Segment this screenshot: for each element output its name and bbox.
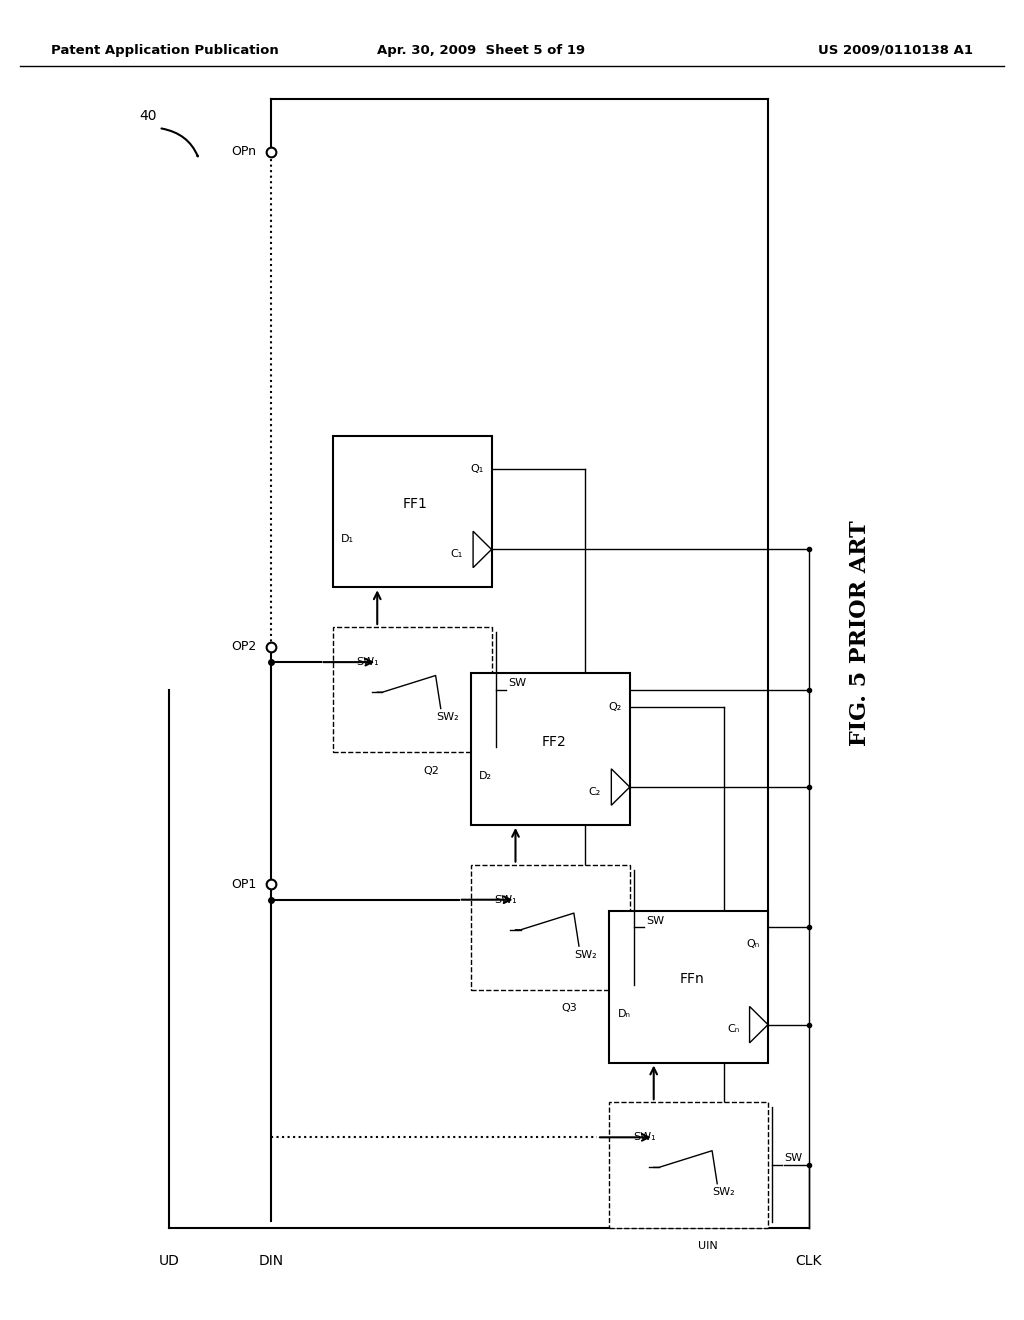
Text: CLK: CLK [796,1254,822,1269]
Text: SW₁: SW₁ [495,895,517,904]
Text: FF1: FF1 [402,496,428,511]
Text: SW: SW [646,916,665,925]
Text: Apr. 30, 2009  Sheet 5 of 19: Apr. 30, 2009 Sheet 5 of 19 [377,44,586,57]
Text: SW₂: SW₂ [436,713,459,722]
Text: UD: UD [159,1254,179,1269]
Text: SW: SW [508,678,526,688]
Bar [609,911,768,1063]
Text: OP1: OP1 [230,878,256,891]
Text: OP2: OP2 [230,640,256,653]
Text: Dₙ: Dₙ [617,1008,631,1019]
Bar [333,436,492,587]
Text: FFn: FFn [680,972,705,986]
Text: Q2: Q2 [423,766,439,776]
Text: SW₂: SW₂ [574,950,597,960]
Text: D₁: D₁ [341,533,354,544]
Text: C₂: C₂ [589,787,601,796]
Text: Q3: Q3 [561,1003,578,1014]
Text: SW: SW [784,1154,803,1163]
Text: OPn: OPn [231,145,256,158]
Text: FIG. 5 PRIOR ART: FIG. 5 PRIOR ART [849,520,871,747]
Text: SW₂: SW₂ [713,1188,735,1197]
Text: Patent Application Publication: Patent Application Publication [51,44,279,57]
Text: Qₙ: Qₙ [746,940,760,949]
Text: SW₁: SW₁ [633,1133,655,1142]
Text: Cₙ: Cₙ [727,1024,739,1034]
Text: 40: 40 [139,110,158,123]
Text: FF2: FF2 [542,734,566,748]
Bar [609,1102,768,1228]
Text: D₂: D₂ [479,771,493,781]
Bar [333,627,492,752]
Text: Q₁: Q₁ [470,465,483,474]
Text: DIN: DIN [259,1254,284,1269]
Bar [471,865,630,990]
Text: SW₁: SW₁ [356,657,379,667]
Text: US 2009/0110138 A1: US 2009/0110138 A1 [818,44,973,57]
Bar [471,673,630,825]
Text: C₁: C₁ [451,549,463,558]
Text: Q₂: Q₂ [608,702,622,711]
Text: UIN: UIN [697,1241,718,1251]
FancyArrowPatch shape [162,128,198,156]
